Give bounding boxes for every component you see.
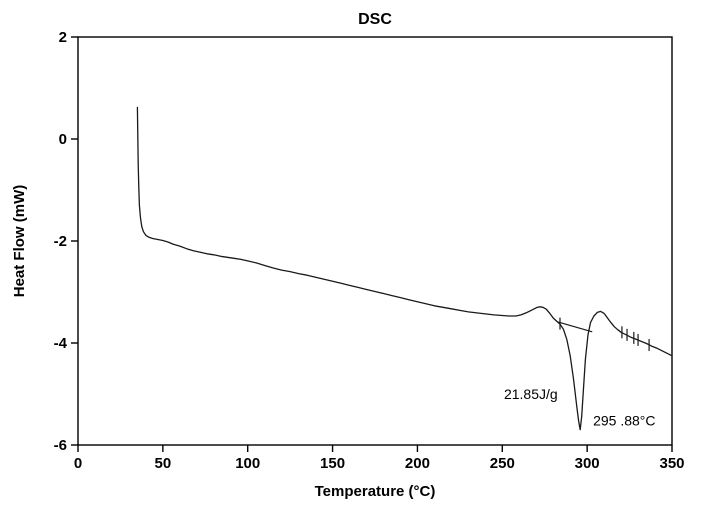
plot-frame: [77, 36, 673, 446]
annotation-enthalpy: 21.85J/g: [504, 386, 558, 402]
y-tick-label: -2: [54, 233, 67, 250]
x-tick-label: 300: [575, 455, 600, 472]
y-tick-label: 2: [59, 29, 67, 46]
chart-title: DSC: [358, 11, 392, 28]
x-tick-label: 50: [155, 455, 172, 472]
x-tick-label: 200: [405, 455, 430, 472]
y-axis-label: Heat Flow (mW): [11, 185, 28, 298]
x-axis-label: Temperature (°C): [315, 483, 436, 500]
x-tick-label: 350: [659, 455, 684, 472]
y-tick-label: -6: [54, 437, 67, 454]
x-tick-label: 250: [490, 455, 515, 472]
dsc-curve: [136, 106, 673, 431]
y-tick-label: -4: [54, 335, 68, 352]
x-tick-label: 100: [235, 455, 260, 472]
y-tick-label: 0: [59, 131, 67, 148]
annotation-peak-temp: 295 .88°C: [593, 413, 655, 429]
x-tick-label: 150: [320, 455, 345, 472]
integration-baseline: [558, 321, 593, 333]
x-tick-label: 0: [74, 455, 82, 472]
